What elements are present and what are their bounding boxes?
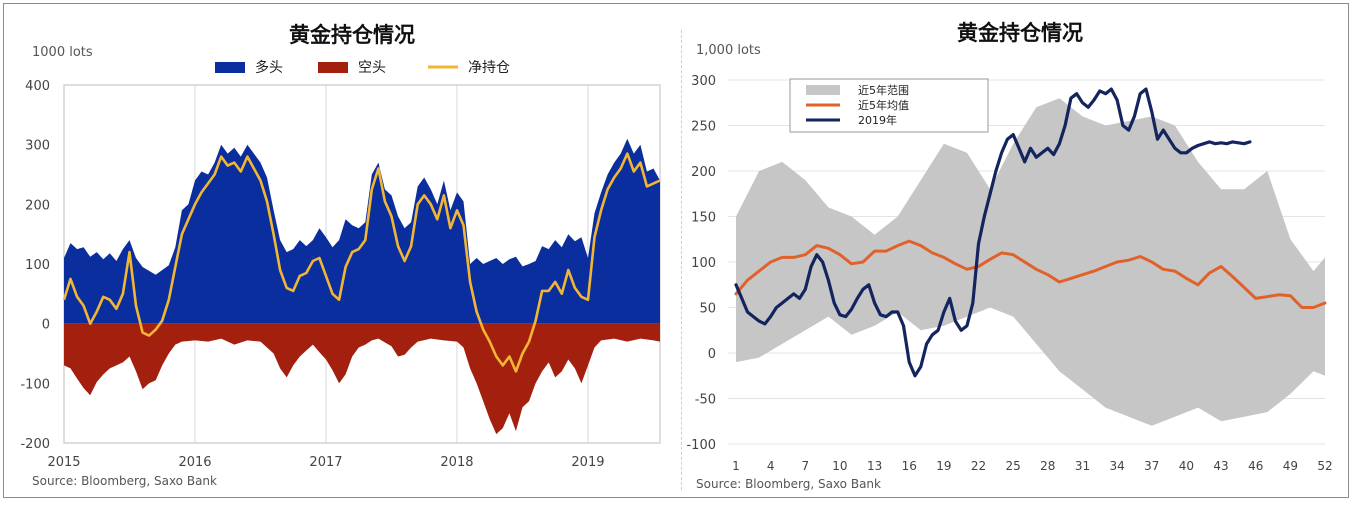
y-tick-label: 300 (25, 139, 50, 154)
y-tick-label: 300 (691, 74, 716, 89)
x-tick-label: 19 (936, 459, 951, 473)
y-tick-label: 200 (25, 198, 50, 213)
y-tick-label: -100 (686, 438, 716, 453)
x-tick-label: 25 (1006, 459, 1021, 473)
chart-left-gold-positions: 黄金持仓情况 1000 lots 多头 空头 净持仓 2015 2016 2017 201… (20, 23, 661, 488)
x-tick-label: 34 (1109, 459, 1124, 473)
y-tick-label: 250 (691, 120, 716, 135)
x-tick-label: 2018 (440, 455, 473, 470)
legend-label: 近5年范围 (858, 83, 909, 97)
x-tick-label: 46 (1248, 459, 1263, 473)
legend-label: 多头 (255, 59, 283, 76)
x-tick-label: 10 (832, 459, 847, 473)
y-tick-label: 400 (25, 79, 50, 94)
x-tick-label: 43 (1213, 459, 1228, 473)
x-tick-label: 13 (867, 459, 882, 473)
y-axis-label: 1,000 lots (696, 43, 761, 58)
x-tick-label: 2015 (47, 455, 80, 470)
x-tick-label: 4 (767, 459, 775, 473)
series-5yr-range-area (736, 98, 1325, 426)
y-tick-label: -50 (695, 393, 716, 408)
series-long-area (64, 138, 660, 324)
x-tick-label: 7 (801, 459, 809, 473)
x-tick-label: 16 (902, 459, 917, 473)
y-tick-label: 50 (699, 302, 716, 317)
legend-label: 净持仓 (468, 60, 510, 76)
legend-label: 空头 (358, 60, 386, 76)
series-short-area (64, 323, 660, 435)
x-tick-label: 2016 (178, 455, 211, 470)
x-tick-label: 28 (1040, 459, 1055, 473)
y-axis-label: 1000 lots (32, 45, 93, 60)
legend-label: 2019年 (858, 113, 897, 127)
x-tick-label: 22 (971, 459, 986, 473)
legend-swatch (318, 62, 348, 73)
legend-swatch (806, 85, 840, 95)
chart-title: 黄金持仓情况 (957, 21, 1083, 45)
series-5yr-average-line (734, 239, 1327, 309)
legend-label: 近5年均值 (858, 98, 909, 112)
y-tick-label: 0 (708, 347, 716, 362)
x-tick-label: 1 (732, 459, 740, 473)
x-tick-label: 2019 (571, 455, 604, 470)
source-note: Source: Bloomberg, Saxo Bank (696, 477, 881, 491)
source-note: Source: Bloomberg, Saxo Bank (32, 474, 217, 488)
legend-swatch (215, 62, 245, 73)
x-tick-label: 2017 (309, 455, 342, 470)
x-tick-label: 37 (1144, 459, 1159, 473)
x-tick-label: 49 (1283, 459, 1298, 473)
legend: 多头 空头 净持仓 (215, 59, 510, 76)
y-tick-label: 0 (42, 318, 50, 333)
x-tick-label: 52 (1317, 459, 1332, 473)
panel-divider (681, 30, 682, 490)
chart-title: 黄金持仓情况 (289, 23, 415, 47)
plot-area: 300 250 200 150 100 50 0 -50 -100 1 4 7 10 13 16 19 22 25… (686, 74, 1332, 473)
y-tick-label: 200 (691, 165, 716, 180)
y-tick-label: -200 (20, 437, 50, 452)
x-tick-label: 40 (1179, 459, 1194, 473)
x-tick-label: 31 (1075, 459, 1090, 473)
plot-area: 2015 2016 2017 2018 2019 400 300 200 100 0 -100 -20… (20, 79, 661, 470)
y-tick-label: 100 (691, 256, 716, 271)
y-tick-label: 150 (691, 211, 716, 226)
y-tick-label: 100 (25, 258, 50, 273)
series-net-line (62, 152, 661, 373)
y-tick-label: -100 (20, 377, 50, 392)
series-2019-line (734, 87, 1252, 378)
